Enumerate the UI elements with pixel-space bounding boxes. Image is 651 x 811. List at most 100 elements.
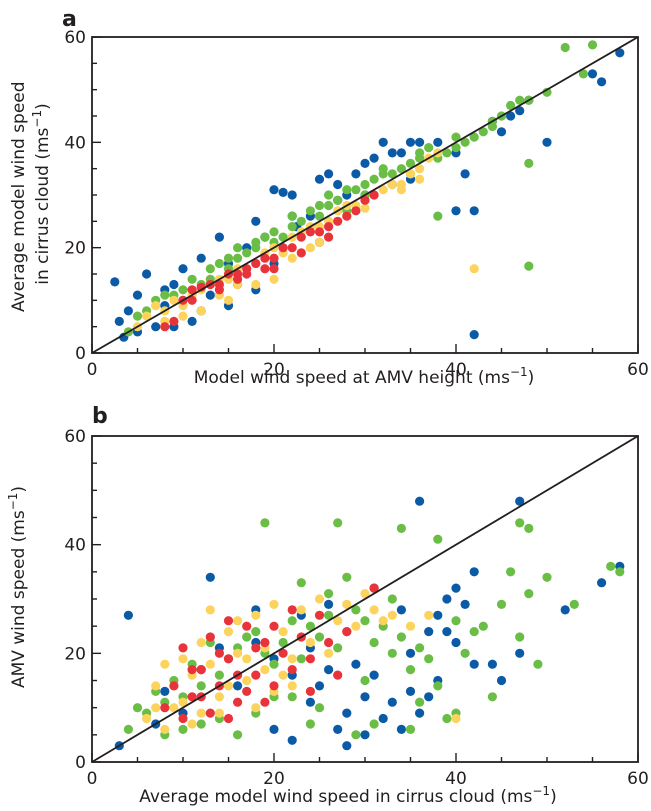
- data-point-b-red-7: [223, 654, 234, 664]
- data-point-b-blue-35: [515, 496, 525, 506]
- data-point-a-blue-1: [114, 316, 124, 326]
- data-point-a-green-46: [560, 42, 570, 53]
- data-point-b-green-53: [287, 692, 297, 702]
- data-point-b-blue-49: [287, 735, 297, 745]
- data-point-a-green-16: [269, 227, 279, 237]
- data-point-a-green-1: [132, 311, 143, 321]
- data-point-a-green-10: [214, 258, 224, 269]
- data-point-b-red-32: [223, 616, 234, 626]
- data-point-a-blue-5: [142, 269, 152, 279]
- data-point-b-green-74: [178, 724, 188, 735]
- data-point-b-yellow-2: [160, 724, 170, 735]
- data-point-a-green-39: [478, 127, 488, 137]
- data-point-a-green-6: [178, 285, 188, 295]
- data-point-a-red-0: [160, 322, 170, 332]
- data-point-b-green-19: [296, 654, 306, 664]
- data-point-b-blue-39: [269, 724, 279, 735]
- data-point-b-red-14: [287, 665, 297, 675]
- data-point-b-blue-28: [451, 583, 461, 593]
- data-point-b-green-61: [351, 730, 361, 740]
- data-point-a-yellow-34: [469, 264, 479, 274]
- data-point-b-red-8: [233, 697, 243, 707]
- data-point-a-yellow-35: [360, 203, 370, 213]
- data-point-b-yellow-17: [296, 605, 306, 615]
- data-point-a-green-55: [314, 200, 325, 211]
- data-point-a-yellow-36: [223, 295, 234, 305]
- data-point-a-green-65: [487, 121, 497, 132]
- x-tick-label-a-0: 0: [87, 360, 98, 380]
- identity-line-a: [91, 36, 639, 354]
- data-point-b-green-64: [324, 589, 334, 599]
- data-point-a-green-61: [451, 132, 461, 142]
- data-point-b-green-27: [369, 637, 379, 648]
- data-point-a-blue-21: [287, 190, 297, 200]
- data-point-a-blue-4: [132, 290, 143, 300]
- data-point-b-blue-36: [560, 605, 570, 615]
- y-tick-label-b-0: 0: [75, 753, 86, 773]
- data-point-b-blue-17: [360, 730, 370, 740]
- data-point-b-green-14: [251, 627, 261, 637]
- axis-ticks-a: 0 20 40 60 0 20 40 60: [64, 28, 648, 380]
- data-point-a-blue-34: [405, 137, 416, 147]
- x-tick-label-b-20: 20: [263, 769, 285, 789]
- data-point-b-green-63: [296, 578, 306, 588]
- x-tick-label-a-20: 20: [263, 360, 285, 380]
- data-point-a-blue-35: [415, 137, 425, 147]
- data-point-b-green-48: [569, 599, 579, 610]
- data-point-a-green-27: [369, 174, 379, 184]
- data-point-a-red-25: [214, 285, 224, 295]
- data-point-a-green-57: [378, 164, 388, 174]
- data-point-b-red-28: [251, 643, 261, 653]
- data-point-a-blue-12: [205, 290, 215, 300]
- y-axis-label-b: AMV wind speed (ms−1): [6, 486, 29, 688]
- data-point-a-red-28: [187, 295, 197, 305]
- data-point-b-yellow-0: [142, 713, 152, 724]
- data-point-a-blue-39: [469, 206, 479, 216]
- data-point-b-yellow-38: [187, 719, 197, 729]
- data-point-a-yellow-40: [178, 311, 188, 321]
- data-point-b-red-5: [205, 632, 215, 642]
- data-point-b-green-56: [333, 518, 343, 528]
- x-tick-label-a-60: 60: [627, 360, 649, 380]
- data-point-b-green-1: [132, 703, 143, 713]
- data-point-a-green-30: [396, 164, 406, 174]
- data-point-a-blue-30: [369, 153, 379, 163]
- data-point-b-blue-40: [314, 681, 325, 691]
- data-point-a-green-25: [351, 185, 361, 195]
- data-point-a-red-18: [324, 222, 334, 232]
- data-points-a: [110, 40, 625, 342]
- data-point-b-green-13: [242, 632, 252, 642]
- data-point-a-blue-25: [324, 169, 334, 179]
- data-point-b-green-34: [433, 681, 443, 691]
- data-point-a-red-14: [287, 243, 297, 253]
- data-point-b-blue-20: [378, 713, 388, 724]
- data-point-a-green-21: [314, 211, 325, 221]
- data-point-b-green-25: [351, 605, 361, 615]
- data-point-b-green-18: [287, 616, 297, 626]
- data-point-b-yellow-18: [305, 637, 315, 648]
- data-point-a-green-22: [324, 200, 334, 211]
- data-point-b-blue-26: [433, 610, 443, 620]
- data-point-b-green-50: [615, 567, 625, 577]
- data-point-b-green-29: [387, 648, 397, 658]
- data-point-b-red-26: [214, 648, 224, 658]
- data-point-b-blue-48: [342, 741, 352, 751]
- data-point-a-green-37: [460, 137, 470, 147]
- y-axis-label-a: Average model wind speed in cirrus cloud…: [9, 76, 53, 312]
- data-point-b-blue-14: [324, 599, 334, 610]
- data-point-b-green-38: [469, 627, 479, 637]
- data-point-a-green-50: [524, 158, 534, 168]
- y-axis-label-a-line2: in cirrus cloud (ms−1): [30, 103, 53, 285]
- data-point-a-red-20: [342, 211, 352, 221]
- data-point-b-green-26: [360, 616, 370, 626]
- data-point-a-blue-19: [269, 185, 279, 195]
- data-point-a-blue-13: [214, 232, 224, 242]
- data-point-a-yellow-39: [196, 306, 206, 316]
- data-point-b-red-23: [223, 713, 234, 724]
- y-tick-label-a-60: 60: [64, 28, 86, 48]
- data-point-b-blue-51: [324, 665, 334, 675]
- data-point-b-blue-30: [469, 659, 479, 669]
- data-point-b-red-11: [260, 637, 270, 648]
- x-tick-label-a-40: 40: [445, 360, 467, 380]
- data-point-a-green-36: [451, 143, 461, 153]
